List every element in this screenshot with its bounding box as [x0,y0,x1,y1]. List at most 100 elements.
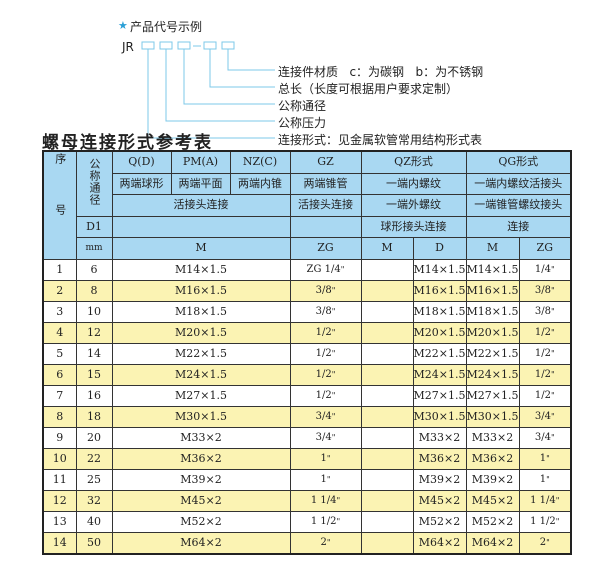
pipe-thread-size: 3/4 [315,432,332,443]
inch-mark: " [546,454,550,463]
cell-qg-zg: 1/2" [518,363,572,386]
inch-mark: " [550,391,555,400]
cell-qz-d: M52×2 [412,510,467,533]
header-conn: 连接 [465,215,572,238]
cell-dn: 20 [75,426,113,449]
table-title: 螺母连接形式参考表 [42,133,213,153]
header-d1: D1 [75,215,113,238]
cell-dn: 22 [75,447,113,470]
cell-qg-m: M22×1.5 [465,342,520,365]
header-conn: 一端外螺纹 [360,194,467,217]
cell-m: M24×1.5 [111,363,291,386]
table-row: 7 16 M27×1.5 1/2" M27×1.5 M27×1.5 1/2" [42,384,572,407]
cell-qz-m [360,489,414,512]
header-desc: 两端平面 [170,172,231,195]
cell-no: 7 [42,384,77,407]
cell-zg: 1 1/4" [289,489,362,512]
cell-qz-d: M36×2 [412,447,467,470]
code-box-2 [159,41,173,50]
cell-qg-m: M64×2 [465,531,520,554]
cell-qg-m: M27×1.5 [465,384,520,407]
code-box-3 [177,41,191,50]
cell-qz-d: M14×1.5 [412,258,467,281]
inch-mark: " [331,433,336,442]
inch-mark: " [550,328,555,337]
code-box-5 [221,41,235,50]
pipe-thread-size: 1/2 [315,327,332,338]
header-conn: 球形接头连接 [360,215,467,238]
header-qg-m: M [465,237,520,260]
cell-zg: 1" [289,447,362,470]
label-connection: 连接形式：见金属软管常用结构形式表 [278,133,483,147]
leader-line-1 [227,49,275,71]
header-desc: 一端内螺纹 [360,172,467,195]
pipe-thread-size: 1 [539,453,547,464]
cell-qz-m [360,258,414,281]
header-dn: 公称通径 [75,150,113,217]
pipe-thread-size: 1/2 [315,348,332,359]
cell-no: 10 [42,447,77,470]
cell-no: 14 [42,531,77,554]
cell-m: M52×2 [111,510,291,533]
inch-mark: " [550,370,555,379]
inch-mark: " [331,370,336,379]
table-row: 13 40 M52×2 1 1/2" M52×2 M52×2 1 1/2" [42,510,572,533]
cell-qz-m [360,342,414,365]
header-conn: 活接头连接 [289,194,362,217]
cell-qg-m: M39×2 [465,468,520,491]
table-row: 11 25 M39×2 1" M39×2 M39×2 1" [42,468,572,491]
cell-qg-m: M30×1.5 [465,405,520,428]
cell-qz-m [360,279,414,302]
cell-qz-d: M22×1.5 [412,342,467,365]
pipe-thread-size: 1 [539,474,547,485]
pipe-thread-size: 1 1/2 [530,516,556,527]
cell-m: M64×2 [111,531,291,554]
inch-mark: " [336,496,341,505]
cell-dn: 10 [75,300,113,323]
cell-qg-zg: 3/8" [518,300,572,323]
cell-qz-d: M20×1.5 [412,321,467,344]
cell-no: 2 [42,279,77,302]
cell-dn: 40 [75,510,113,533]
header-seq: 序号 [42,150,77,260]
inch-mark: " [555,517,560,526]
inch-mark: " [550,265,555,274]
header-m: M [111,237,291,260]
pipe-thread-size: ZG 1/4 [306,264,341,275]
cell-qg-zg: 3/8" [518,279,572,302]
table-row: 4 12 M20×1.5 1/2" M20×1.5 M20×1.5 1/2" [42,321,572,344]
inch-mark: " [326,475,331,484]
table-row: 9 20 M33×2 3/4" M33×2 M33×2 3/4" [42,426,572,449]
inch-mark: " [326,454,331,463]
inch-mark: " [331,307,336,316]
inch-mark: " [331,328,336,337]
cell-no: 4 [42,321,77,344]
cell-dn: 16 [75,384,113,407]
label-pressure: 公称压力 [278,116,327,130]
cell-qz-d: M33×2 [412,426,467,449]
cell-zg: ZG 1/4" [289,258,362,281]
cell-qg-m: M45×2 [465,489,520,512]
cell-zg: 2" [289,531,362,554]
cell-qz-d: M18×1.5 [412,300,467,323]
star-icon: ★ [118,19,128,32]
header-qd: Q(D) [111,150,172,174]
cell-no: 9 [42,426,77,449]
cell-dn: 50 [75,531,113,554]
cell-m: M14×1.5 [111,258,291,281]
inch-mark: " [331,349,336,358]
pipe-thread-size: 1/4 [534,264,551,275]
cell-qz-m [360,426,414,449]
cell-qg-zg: 3/4" [518,426,572,449]
leader-line-3 [183,49,275,105]
cell-qz-d: M16×1.5 [412,279,467,302]
table-row: 6 15 M24×1.5 1/2" M24×1.5 M24×1.5 1/2" [42,363,572,386]
inch-mark: " [550,307,555,316]
cell-zg: 3/4" [289,426,362,449]
cell-zg: 1" [289,468,362,491]
header-desc: 两端球形 [111,172,172,195]
cell-qz-d: M64×2 [412,531,467,554]
header-qg-zg: ZG [518,237,572,260]
cell-no: 12 [42,489,77,512]
cell-zg: 1/2" [289,363,362,386]
